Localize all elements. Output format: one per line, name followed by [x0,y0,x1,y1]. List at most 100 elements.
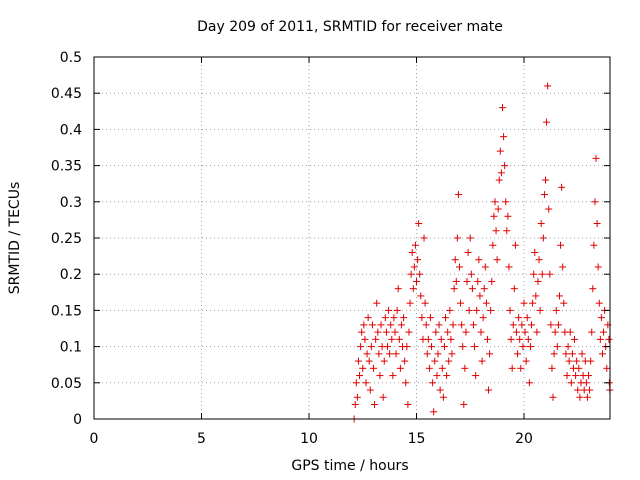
x-axis-label: GPS time / hours [291,458,408,474]
data-point [480,285,488,293]
data-point [590,241,598,249]
data-point [524,335,532,343]
data-point [521,328,529,336]
data-point [546,270,554,278]
y-tick-label: 0.15 [51,303,82,319]
data-point [385,306,393,314]
data-point [588,328,596,336]
data-point [361,335,369,343]
data-point [408,248,416,256]
data-point [542,176,549,184]
data-point [463,277,471,285]
data-point [475,256,483,264]
data-point [514,350,522,358]
data-point [526,343,534,351]
data-point [409,285,417,293]
data-point [417,292,425,300]
data-point [383,343,391,351]
data-point [493,256,501,264]
data-point [387,321,395,329]
x-tick-labels: 0 5 10 15 20 [90,431,533,447]
y-tick-label: 0.3 [60,195,82,211]
data-point [411,241,419,249]
data-point [583,393,591,401]
data-point [371,401,379,409]
data-point [416,270,424,278]
data-point [433,372,441,380]
data-point [538,270,546,278]
data-point [505,263,513,271]
data-point [403,343,411,351]
data-point [434,350,442,358]
data-point [425,364,433,372]
data-point [540,191,548,199]
y-tick-label: 0.05 [51,376,82,392]
data-point [410,263,418,271]
data-point [445,357,453,365]
y-axis-label: SRMTID / TECUs [7,182,23,295]
y-tick-labels: 0 0.05 0.1 0.15 0.2 0.25 0.3 0.35 0.4 0.45 0.5 [51,50,82,428]
data-point [532,292,540,300]
data-point [587,357,595,365]
data-point [379,393,387,401]
data-point [567,379,575,387]
data-point [376,372,384,380]
data-point [478,357,486,365]
data-point [444,328,452,336]
data-point [479,314,487,322]
data-point [499,104,506,112]
data-point [457,299,465,307]
data-point [485,386,493,394]
data-point [393,306,401,314]
data-point [435,321,443,329]
data-point [508,364,516,372]
data-point [566,328,574,336]
x-tick-label: 0 [90,431,99,447]
data-point [551,328,559,336]
data-point [574,386,582,394]
data-point [585,372,592,380]
data-point [386,350,394,358]
data-point [572,372,580,380]
data-point [552,306,560,314]
data-point [390,314,398,322]
data-point [358,328,366,336]
data-point [597,314,605,322]
data-point [462,328,470,336]
data-point [451,256,459,264]
data-points [350,82,614,423]
data-point [565,357,573,365]
data-point [442,314,450,322]
x-tick-label: 10 [300,431,318,447]
data-point [402,379,410,387]
data-point [519,343,527,351]
data-point [598,350,606,358]
data-point [522,357,530,365]
data-point [391,328,399,336]
data-point [578,350,586,358]
data-point [496,147,504,155]
data-point [530,270,538,278]
data-point [534,277,542,285]
data-point [518,321,526,329]
data-point [515,314,523,322]
plot-frame [93,56,611,420]
data-point [459,343,467,351]
data-point [545,205,553,213]
data-point [502,198,510,206]
data-point [592,154,600,162]
data-point [443,372,451,380]
data-point [594,263,602,271]
data-point [473,306,481,314]
data-point [471,343,479,351]
data-point [595,299,603,307]
data-point [428,343,436,351]
data-point [591,198,599,206]
data-point [382,328,390,336]
y-tick-label: 0.1 [60,340,82,356]
data-point [354,357,362,365]
data-point [437,335,445,343]
data-point [364,314,372,322]
data-point [528,321,536,329]
data-point [353,393,361,401]
